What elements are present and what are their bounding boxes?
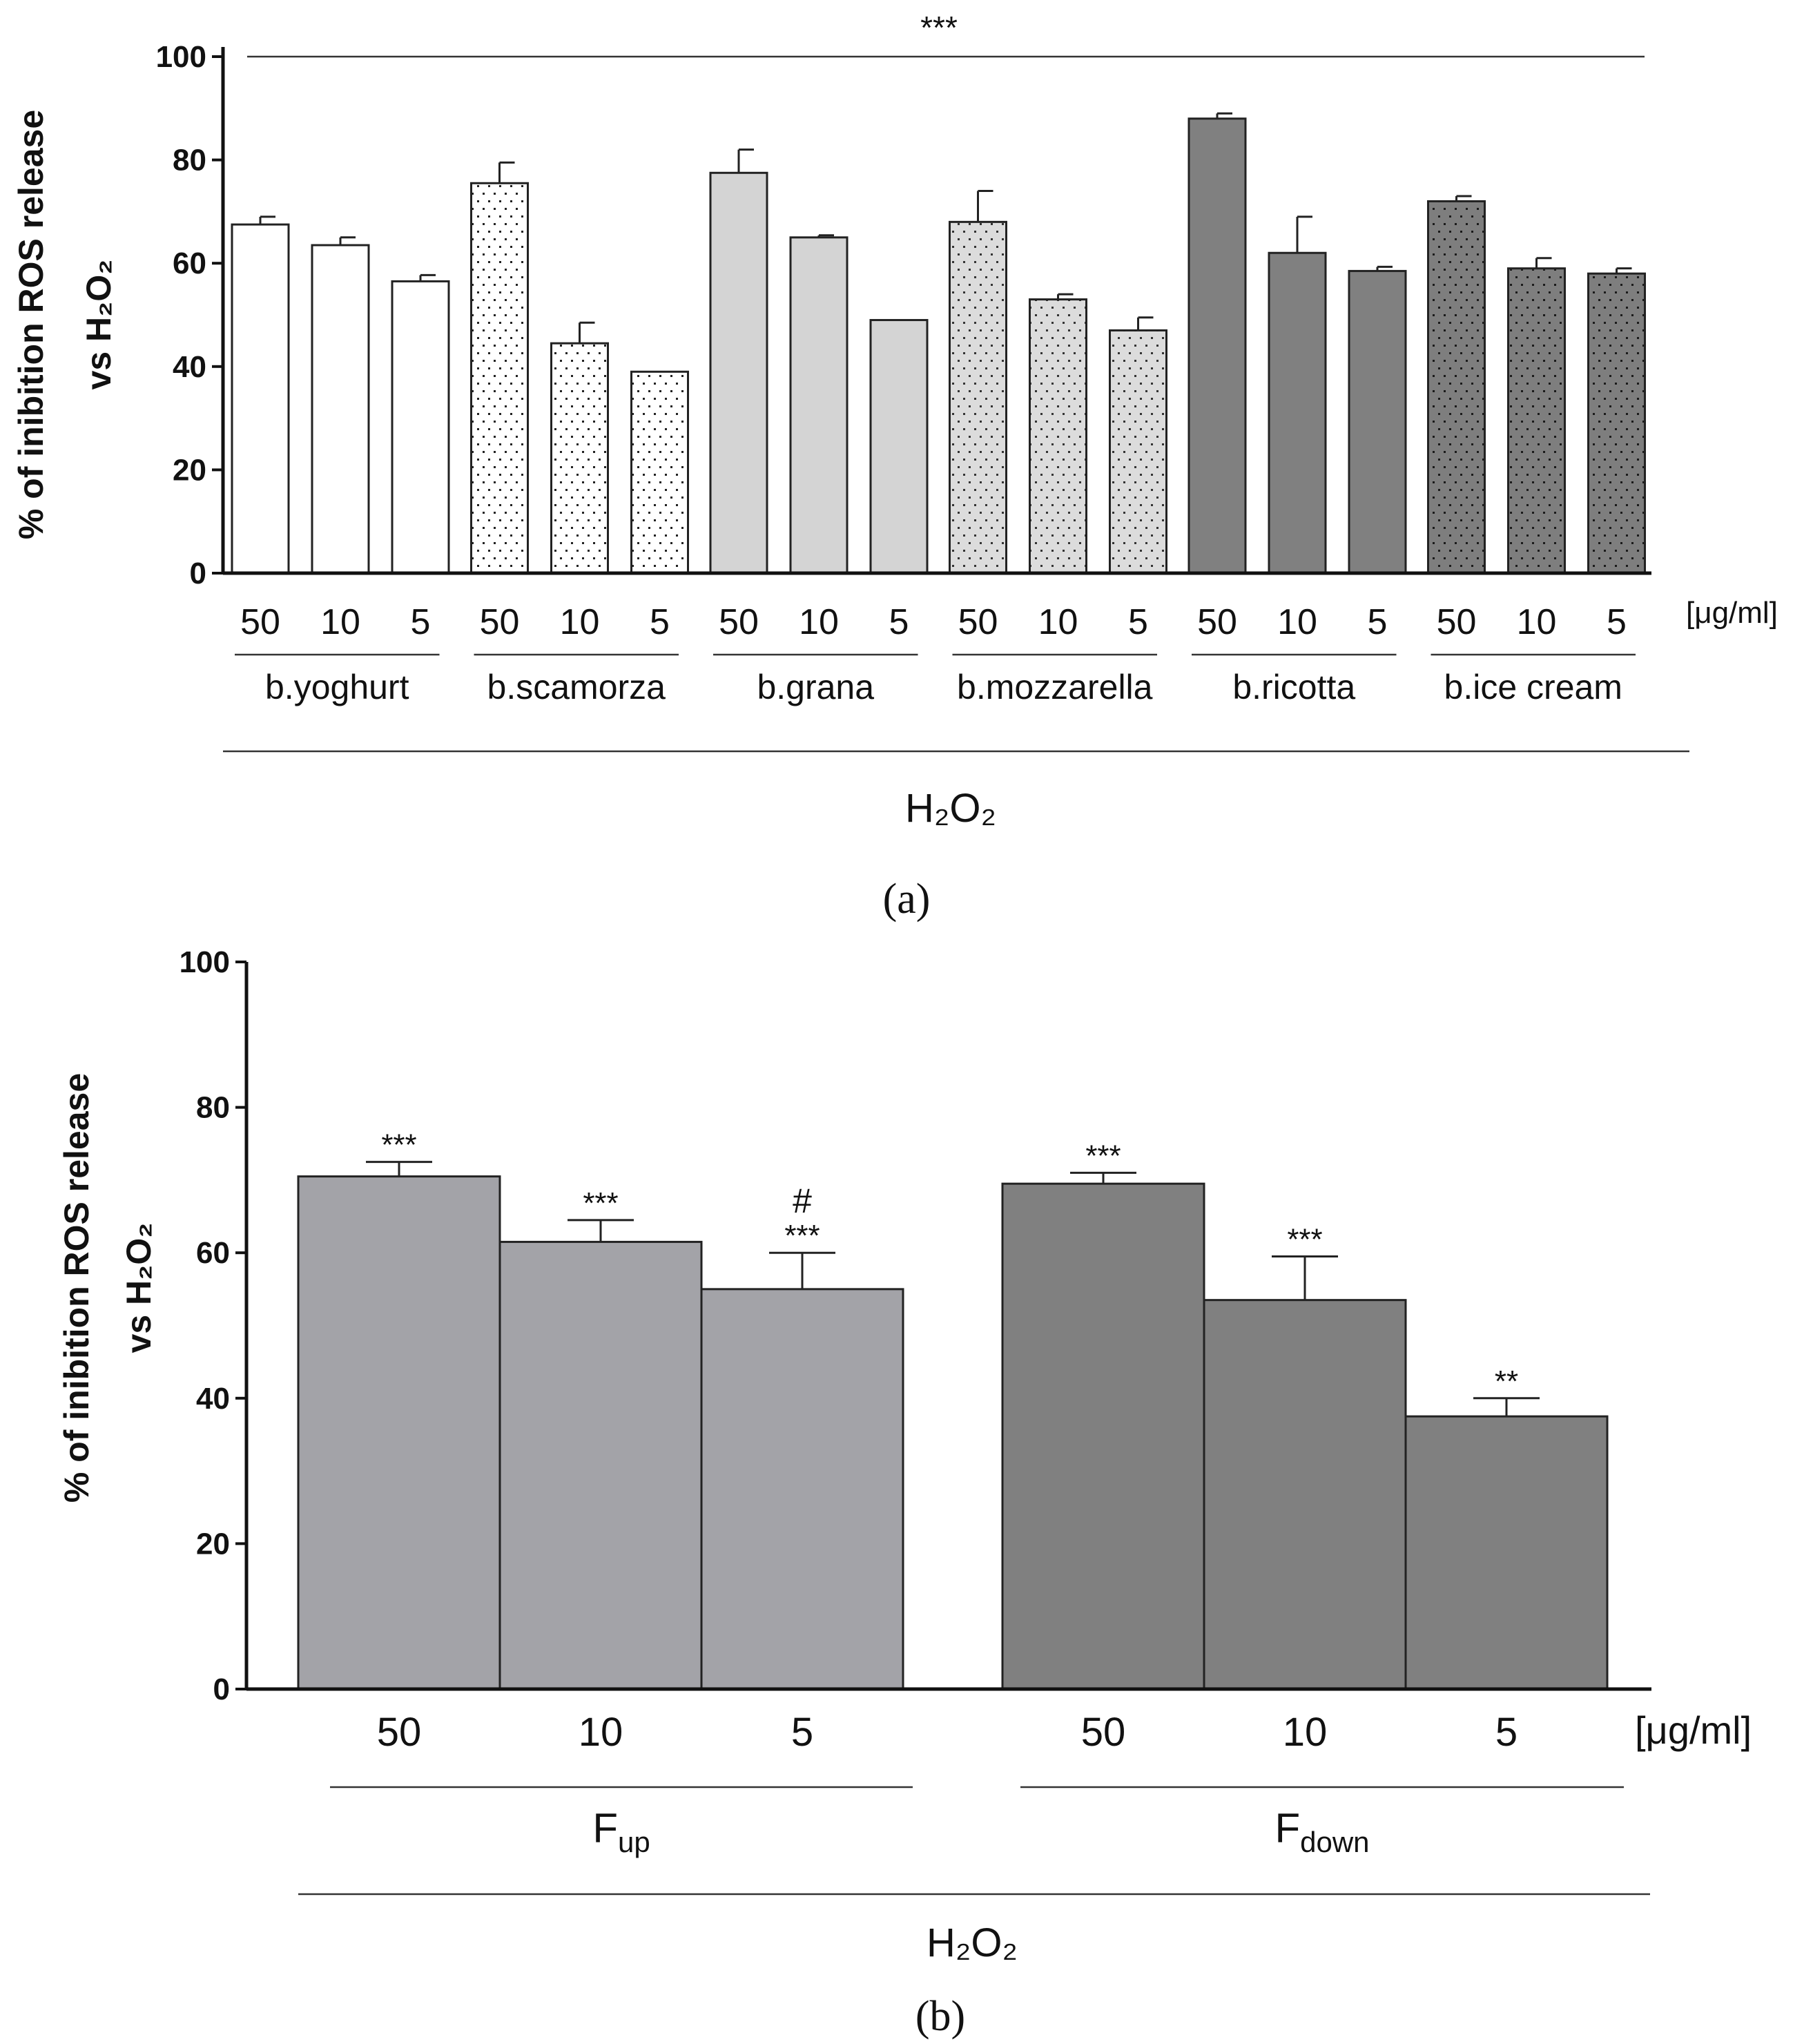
y-axis-label-b-line1: % of inibition ROS release	[57, 1073, 96, 1503]
dose-label-a-g3-b1: 10	[1038, 602, 1078, 642]
group-label-b-0: Fup	[592, 1805, 650, 1858]
group-label-a-1: b.scamorza	[487, 668, 666, 706]
y-axis-label-a-line2: vs H₂O₂	[79, 260, 118, 390]
y-axis-label-a-line1: % of inibition ROS release	[12, 110, 50, 539]
group-label-a-3: b.mozzarella	[957, 668, 1153, 706]
bars-b: *********#********	[297, 1128, 1609, 1690]
dose-label-b-g0-b2: 5	[791, 1710, 813, 1755]
dose-label-a-g0-b2: 5	[411, 602, 431, 642]
y-tick-label-a-1: 20	[173, 453, 206, 487]
significance-b-g0-b2: ***	[784, 1219, 820, 1253]
bar-a-g3-b0	[949, 220, 1007, 575]
dose-label-a-g4-b1: 10	[1277, 602, 1317, 642]
bar-a-g5-b2	[1587, 272, 1646, 575]
bar-b-g0-b2	[700, 1288, 904, 1690]
dose-label-a-g2-b2: 5	[889, 602, 909, 642]
bar-a-g2-b2	[869, 318, 929, 575]
dose-label-a-g1-b1: 10	[560, 602, 600, 642]
y-tick-label-a-0: 0	[190, 557, 206, 590]
dose-label-a-g2-b0: 50	[719, 602, 759, 642]
y-axis-label-b-line2: vs H₂O₂	[119, 1223, 158, 1353]
group-label-a-5: b.ice cream	[1444, 668, 1622, 706]
bar-a-g5-b1	[1507, 267, 1566, 575]
bars-a	[231, 112, 1646, 575]
dose-label-a-g4-b2: 5	[1368, 602, 1388, 642]
y-tick-label-b-4: 80	[196, 1091, 230, 1125]
dose-label-a-g5-b1: 10	[1517, 602, 1557, 642]
dose-label-b-g1-b0: 50	[1081, 1710, 1126, 1755]
bar-a-g2-b0	[709, 171, 768, 575]
panel-label-a: (a)	[883, 876, 931, 923]
dose-label-a-g0-b0: 50	[240, 602, 280, 642]
group-label-subscript-b-1: down	[1300, 1826, 1369, 1858]
bar-b-g1-b0	[1001, 1182, 1205, 1690]
dose-label-a-g3-b2: 5	[1128, 602, 1148, 642]
y-tick-label-b-1: 20	[196, 1527, 230, 1561]
hash-marker-b-g0-b2: #	[793, 1182, 812, 1220]
dose-label-a-g3-b0: 50	[958, 602, 998, 642]
dose-label-b-g1-b1: 10	[1283, 1710, 1328, 1755]
significance-b-g1-b0: ***	[1085, 1139, 1121, 1173]
significance-b-g0-b0: ***	[381, 1128, 416, 1162]
y-tick-label-b-3: 60	[196, 1236, 230, 1270]
bar-b-g1-b2	[1404, 1415, 1609, 1690]
y-tick-label-b-5: 100	[180, 945, 230, 979]
bar-a-g4-b1	[1268, 251, 1327, 575]
dose-label-a-g0-b1: 10	[320, 602, 360, 642]
panel-label-b: (b)	[915, 1993, 965, 2040]
chart-panel-a: % of inibition ROS release vs H₂O₂ 0 20 40…	[12, 10, 1778, 923]
bar-a-g0-b2	[391, 280, 450, 575]
dose-label-a-g5-b0: 50	[1437, 602, 1477, 642]
dose-label-b-g0-b0: 50	[377, 1710, 422, 1755]
global-significance-a: ***	[920, 10, 958, 46]
y-tick-label-b-0: 0	[213, 1672, 230, 1706]
y-ticks-b: 0 20 40 60 80 100	[180, 945, 246, 1706]
significance-b-g0-b1: ***	[583, 1186, 618, 1220]
group-label-a-4: b.ricotta	[1232, 668, 1355, 706]
dose-label-a-g5-b2: 5	[1607, 602, 1627, 642]
dose-label-a-g4-b0: 50	[1197, 602, 1237, 642]
dose-label-b-g0-b1: 10	[579, 1710, 623, 1755]
bar-a-g3-b2	[1109, 329, 1167, 575]
bar-b-g1-b1	[1203, 1299, 1407, 1690]
treatment-label-b: H₂O₂	[927, 1920, 1018, 1965]
dose-label-a-g2-b1: 10	[799, 602, 839, 642]
bar-a-g1-b1	[550, 342, 609, 575]
group-label-b-1: Fdown	[1274, 1805, 1369, 1858]
dose-label-a-g1-b0: 50	[480, 602, 520, 642]
dose-label-b-g1-b2: 5	[1495, 1710, 1518, 1755]
bar-a-g5-b0	[1427, 200, 1486, 575]
y-ticks-a: 0 20 40 60 80 100	[156, 40, 223, 590]
y-tick-label-a-4: 80	[173, 144, 206, 177]
group-label-a-2: b.grana	[757, 668, 874, 706]
bar-a-g2-b1	[789, 236, 849, 575]
unit-label-b: [μg/ml]	[1635, 1708, 1752, 1752]
y-tick-label-a-5: 100	[156, 40, 206, 74]
treatment-label-a: H₂O₂	[905, 786, 996, 831]
unit-label-a: [μg/ml]	[1686, 596, 1778, 630]
y-tick-label-b-2: 40	[196, 1382, 230, 1416]
significance-b-g1-b2: **	[1495, 1365, 1518, 1398]
group-label-a-0: b.yoghurt	[265, 668, 409, 706]
bar-a-g4-b0	[1187, 117, 1247, 575]
bar-a-g0-b0	[231, 223, 290, 575]
x-labels-b: 50 10 5 Fup 50 10 5 Fdown	[330, 1710, 1624, 1858]
bar-a-g0-b1	[311, 244, 370, 575]
group-label-subscript-b-0: up	[618, 1826, 650, 1858]
y-tick-label-a-3: 60	[173, 247, 206, 280]
y-tick-label-a-2: 40	[173, 350, 206, 384]
bar-a-g1-b0	[470, 182, 529, 575]
chart-panel-b: % of inibition ROS release vs H₂O₂ 0 20 40…	[57, 945, 1752, 2040]
significance-b-g1-b1: ***	[1287, 1222, 1322, 1256]
bar-a-g3-b1	[1029, 298, 1087, 575]
dose-label-a-g1-b2: 5	[650, 602, 670, 642]
bar-a-g4-b2	[1348, 269, 1407, 575]
bar-b-g0-b0	[297, 1175, 501, 1690]
bar-a-g1-b2	[630, 370, 689, 575]
bar-b-g0-b1	[498, 1240, 703, 1690]
